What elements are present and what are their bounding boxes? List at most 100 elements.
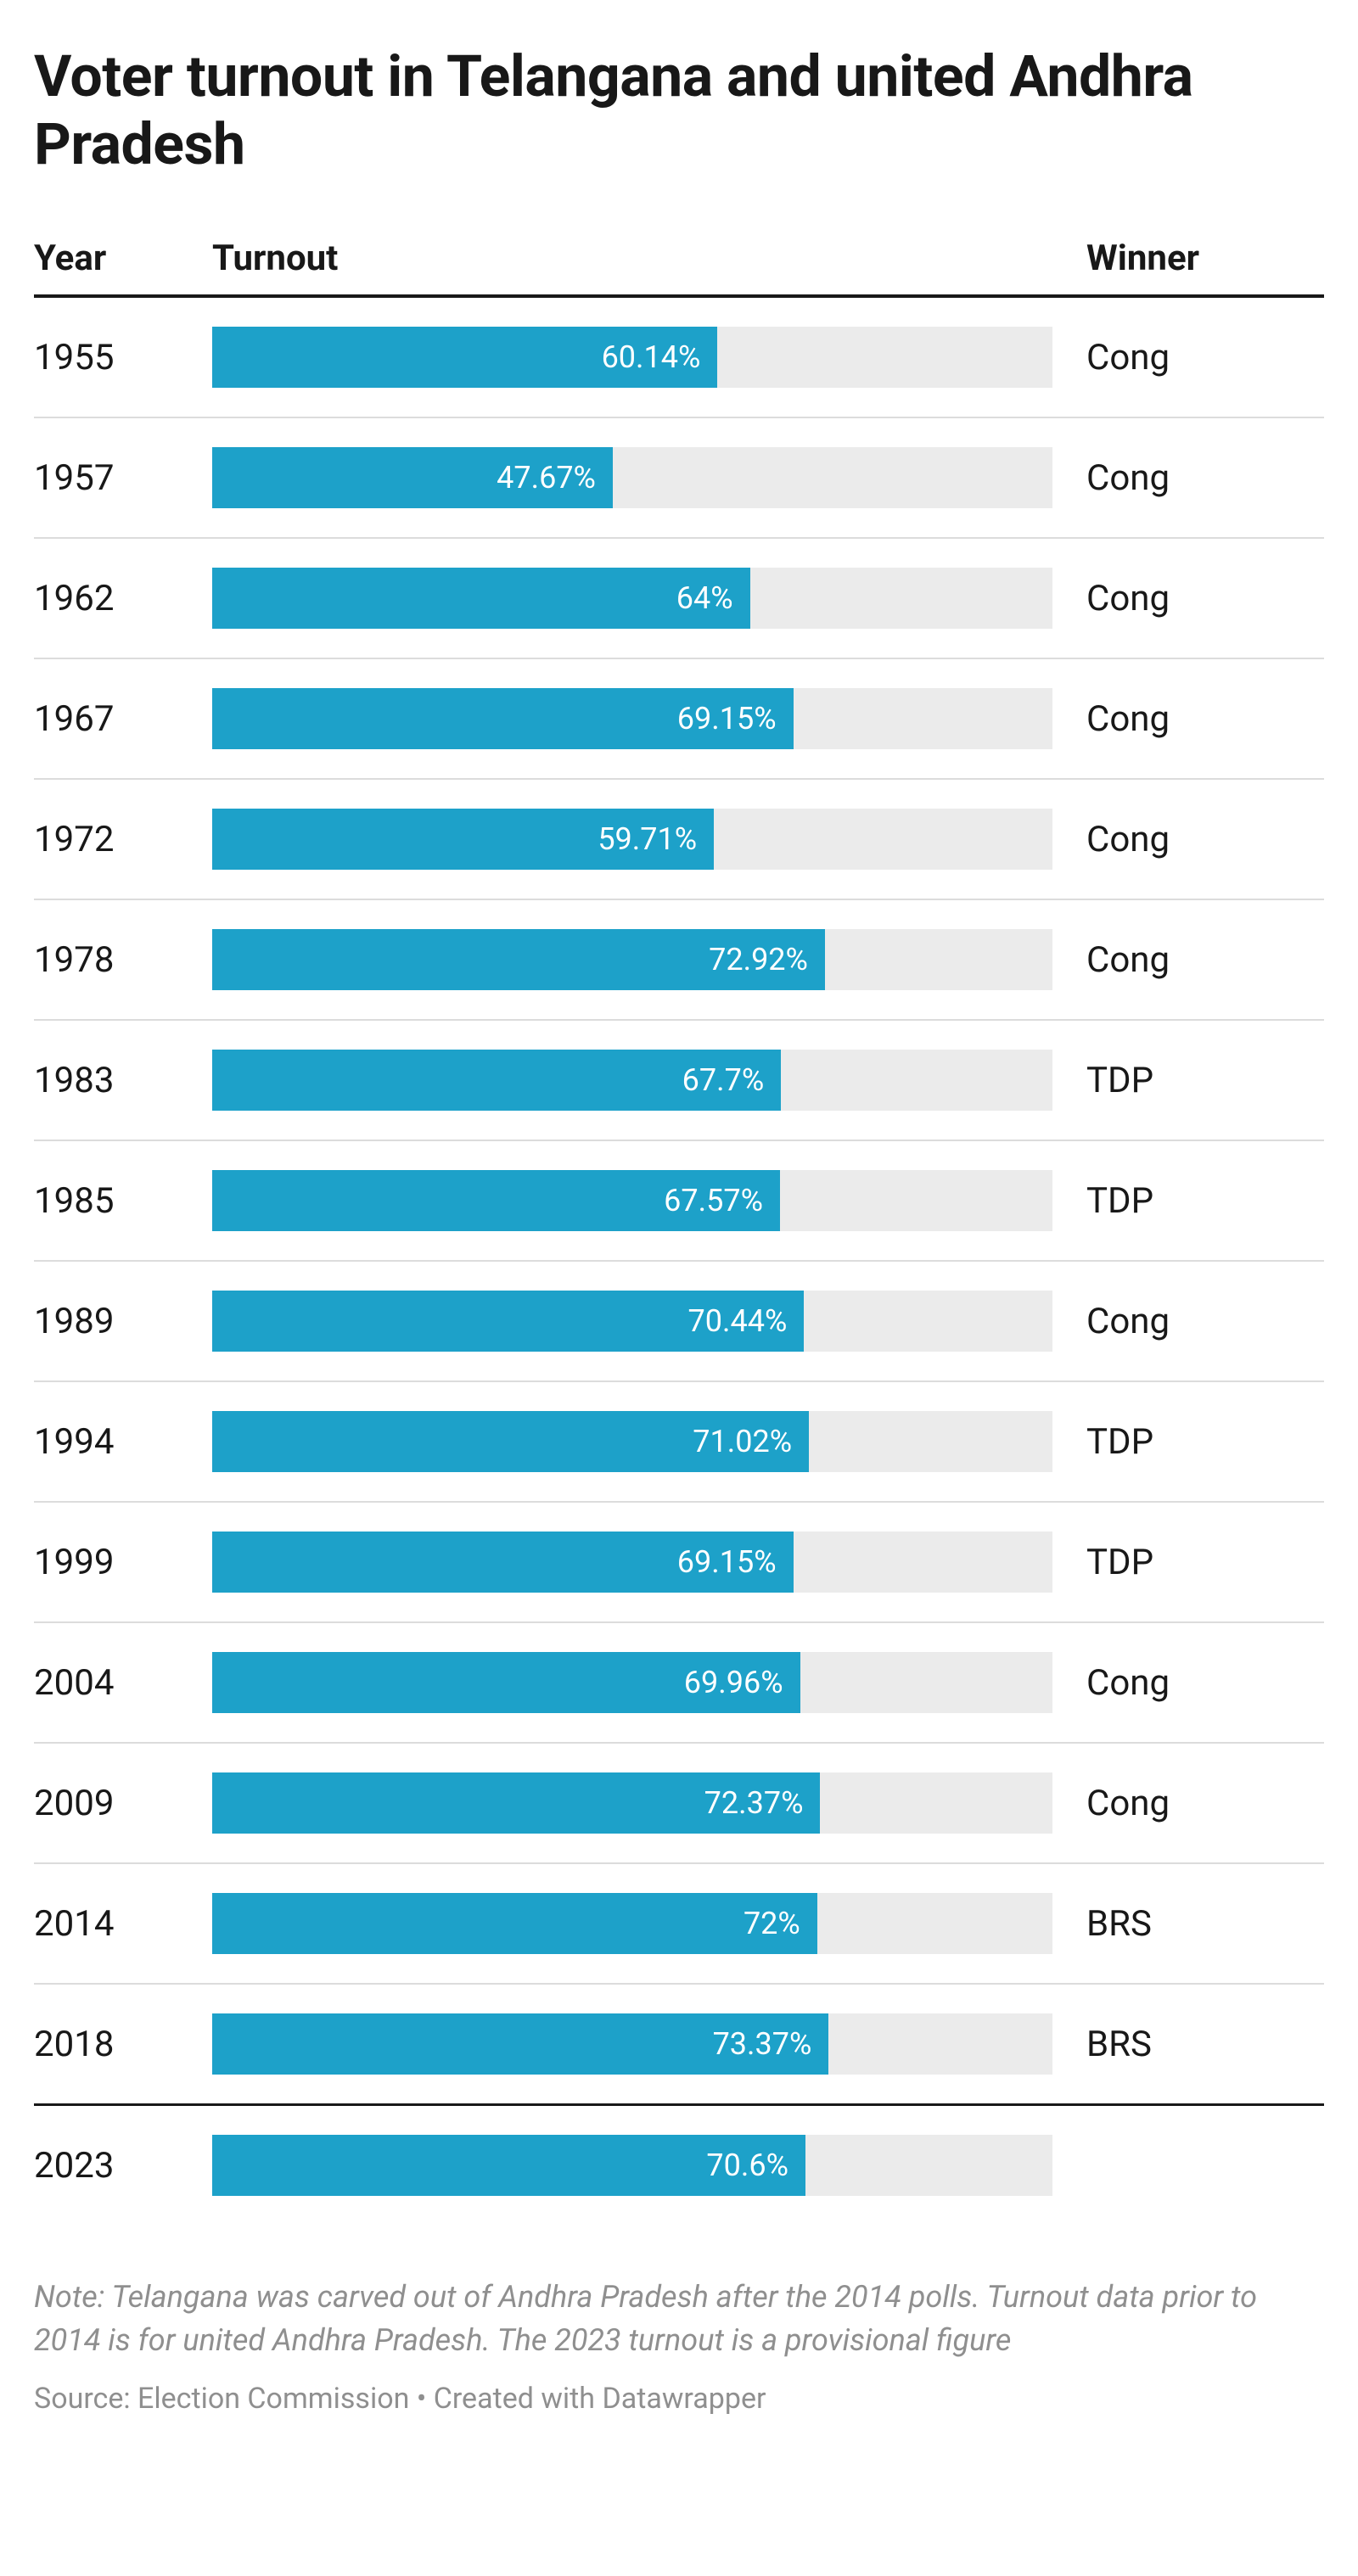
year-value: 2004 [34,1662,212,1704]
header-turnout: Turnout [212,238,1086,279]
turnout-bar-cell: 64% [212,568,1086,629]
chart-source: Source: Election Commission • Created wi… [34,2382,1324,2416]
bar-track: 70.6% [212,2135,1052,2196]
turnout-bar-cell: 69.15% [212,1532,1086,1593]
bar-track: 73.37% [212,2013,1052,2075]
year-value: 2009 [34,1783,212,1824]
chart-note: Note: Telangana was carved out of Andhra… [34,2276,1324,2361]
bar-track: 67.7% [212,1050,1052,1111]
bar-fill: 67.7% [212,1050,781,1111]
year-value: 2014 [34,1903,212,1945]
winner-value: Cong [1086,1662,1324,1704]
year-value: 1978 [34,939,212,981]
turnout-bar-cell: 72.92% [212,929,1086,990]
turnout-bar-cell: 67.57% [212,1170,1086,1231]
table-row: 197872.92% Cong [34,900,1324,1021]
bar-track: 59.71% [212,809,1052,870]
winner-value: TDP [1086,1421,1324,1463]
bar-track: 69.15% [212,1532,1052,1593]
table-row: 198567.57% TDP [34,1141,1324,1262]
bar-fill: 69.15% [212,1532,794,1593]
winner-value: TDP [1086,1180,1324,1222]
winner-value: BRS [1086,2024,1324,2065]
table-row: 200972.37% Cong [34,1744,1324,1864]
table-row: 200469.96% Cong [34,1623,1324,1744]
table-row: 198367.7% TDP [34,1021,1324,1141]
bar-fill: 70.6% [212,2135,805,2196]
year-value: 2023 [34,2145,212,2187]
table-row: 201472% BRS [34,1864,1324,1985]
table-row: 196769.15%Cong [34,659,1324,780]
winner-value: TDP [1086,1060,1324,1101]
winner-value: Cong [1086,578,1324,619]
winner-value: Cong [1086,698,1324,740]
bar-fill: 60.14% [212,327,717,388]
bar-fill: 69.15% [212,688,794,749]
bar-fill: 70.44% [212,1291,804,1352]
table-row: 202370.6% [34,2106,1324,2225]
year-value: 1957 [34,457,212,499]
bar-track: 67.57% [212,1170,1052,1231]
table-body: 195560.14%Cong195747.67%Cong196264%Cong1… [34,298,1324,2225]
bar-fill: 72.37% [212,1772,820,1834]
bar-fill: 67.57% [212,1170,780,1231]
year-value: 1962 [34,578,212,619]
bar-track: 69.96% [212,1652,1052,1713]
year-value: 1999 [34,1542,212,1583]
winner-value: Cong [1086,1301,1324,1342]
turnout-bar-cell: 67.7% [212,1050,1086,1111]
turnout-bar-cell: 71.02% [212,1411,1086,1472]
table-header: Year Turnout Winner [34,238,1324,298]
turnout-bar-cell: 59.71% [212,809,1086,870]
year-value: 1955 [34,337,212,378]
bar-fill: 47.67% [212,447,613,508]
bar-fill: 64% [212,568,750,629]
table-row: 196264% Cong [34,539,1324,659]
turnout-bar-cell: 72% [212,1893,1086,1954]
bar-track: 71.02% [212,1411,1052,1472]
winner-value: Cong [1086,819,1324,860]
bar-fill: 71.02% [212,1411,809,1472]
winner-value: BRS [1086,1903,1324,1945]
winner-value: TDP [1086,1542,1324,1583]
year-value: 1989 [34,1301,212,1342]
table-row: 199969.15% TDP [34,1503,1324,1623]
year-value: 1972 [34,819,212,860]
turnout-bar-cell: 69.96% [212,1652,1086,1713]
bar-fill: 69.96% [212,1652,800,1713]
table-row: 195747.67% Cong [34,418,1324,539]
bar-track: 69.15% [212,688,1052,749]
winner-value: Cong [1086,457,1324,499]
turnout-bar-cell: 69.15% [212,688,1086,749]
turnout-bar-cell: 70.44% [212,1291,1086,1352]
bar-fill: 59.71% [212,809,714,870]
turnout-bar-cell: 73.37% [212,2013,1086,2075]
table-row: 195560.14%Cong [34,298,1324,418]
bar-fill: 73.37% [212,2013,828,2075]
bar-track: 72.37% [212,1772,1052,1834]
bar-track: 72.92% [212,929,1052,990]
year-value: 2018 [34,2024,212,2065]
bar-track: 47.67% [212,447,1052,508]
turnout-bar-cell: 60.14% [212,327,1086,388]
winner-value: Cong [1086,1783,1324,1824]
winner-value: Cong [1086,939,1324,981]
year-value: 1983 [34,1060,212,1101]
table-row: 197259.71% Cong [34,780,1324,900]
bar-track: 70.44% [212,1291,1052,1352]
bar-track: 72% [212,1893,1052,1954]
bar-fill: 72.92% [212,929,825,990]
header-year: Year [34,238,212,279]
table-row: 199471.02% TDP [34,1382,1324,1503]
year-value: 1994 [34,1421,212,1463]
chart-title: Voter turnout in Telangana and united An… [34,42,1324,178]
table-row: 198970.44% Cong [34,1262,1324,1382]
year-value: 1985 [34,1180,212,1222]
header-winner: Winner [1086,238,1324,279]
bar-fill: 72% [212,1893,817,1954]
bar-track: 60.14% [212,327,1052,388]
turnout-bar-cell: 72.37% [212,1772,1086,1834]
table-row: 201873.37% BRS [34,1985,1324,2106]
bar-track: 64% [212,568,1052,629]
turnout-bar-cell: 47.67% [212,447,1086,508]
